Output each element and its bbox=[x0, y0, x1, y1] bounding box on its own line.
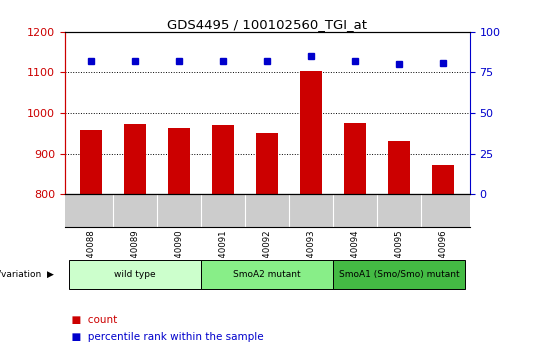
Bar bbox=[168, 127, 190, 194]
Bar bbox=[333, 260, 465, 289]
Title: GDS4495 / 100102560_TGI_at: GDS4495 / 100102560_TGI_at bbox=[167, 18, 367, 31]
Bar bbox=[124, 124, 146, 194]
Text: genotype/variation  ▶: genotype/variation ▶ bbox=[0, 270, 54, 279]
Bar bbox=[80, 130, 102, 194]
Bar bbox=[388, 141, 410, 194]
Bar bbox=[345, 123, 366, 194]
Text: wild type: wild type bbox=[114, 270, 156, 279]
Text: SmoA1 (Smo/Smo) mutant: SmoA1 (Smo/Smo) mutant bbox=[339, 270, 460, 279]
Bar bbox=[201, 260, 333, 289]
Bar bbox=[300, 71, 322, 194]
Text: SmoA2 mutant: SmoA2 mutant bbox=[233, 270, 301, 279]
Bar bbox=[256, 133, 278, 194]
Text: ■  count: ■ count bbox=[65, 315, 117, 325]
Bar bbox=[69, 260, 201, 289]
Bar bbox=[212, 125, 234, 194]
Bar bbox=[433, 165, 454, 194]
Text: ■  percentile rank within the sample: ■ percentile rank within the sample bbox=[65, 332, 264, 342]
